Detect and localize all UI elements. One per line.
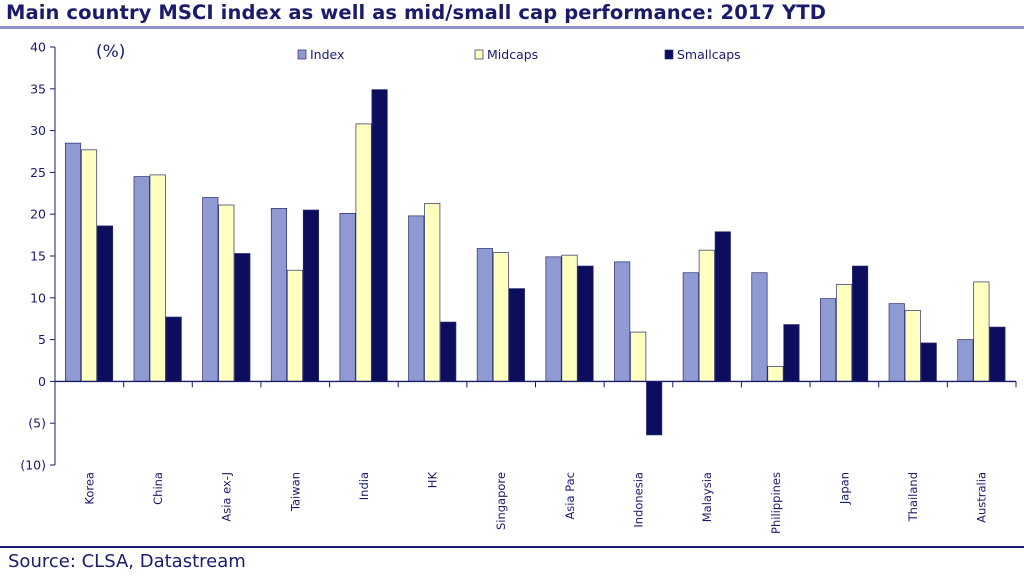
y-tick-label: 30 xyxy=(30,123,46,138)
unit-label: (%) xyxy=(96,42,125,62)
y-axis-ticks: (10) (5) 0 5 10 15 20 25 30 35 40 xyxy=(20,40,55,473)
bar-smallcaps-philippines xyxy=(783,324,800,382)
y-tick-label: 5 xyxy=(38,332,46,347)
bar-smallcaps-thailand xyxy=(920,342,937,382)
category-label: China xyxy=(151,472,165,505)
chart-title: Main country MSCI index as well as mid/s… xyxy=(6,1,826,24)
category-labels: Korea China Asia ex-J Taiwan India HK Singapor… xyxy=(82,472,988,534)
bar-index-indonesia xyxy=(614,261,631,382)
category-label: Philippines xyxy=(769,472,783,534)
source-note: Source: CLSA, Datastream xyxy=(8,551,246,572)
bar-index-thailand xyxy=(888,303,905,382)
category-label: HK xyxy=(426,472,440,489)
bar-index-australia xyxy=(957,339,974,382)
chart-canvas: Index Midcaps Smallcaps (%) (10) (5) 0 5 10 15 2… xyxy=(20,40,1017,534)
y-tick-label: 35 xyxy=(30,81,46,96)
title-rule xyxy=(0,26,1024,29)
bar-index-philippines xyxy=(751,272,768,382)
bar-index-india xyxy=(339,213,356,382)
bar-smallcaps-hk xyxy=(440,321,457,382)
axes xyxy=(54,47,1017,465)
bar-index-korea xyxy=(64,142,82,382)
bar-midcaps-asia-pac xyxy=(561,254,578,382)
bar-index-china xyxy=(133,176,150,382)
legend-swatch-midcaps xyxy=(474,49,484,60)
bars xyxy=(64,89,1006,436)
category-label: Taiwan xyxy=(288,472,302,512)
category-label: Malaysia xyxy=(700,472,714,522)
legend-label-midcaps: Midcaps xyxy=(487,47,538,62)
bar-index-hk xyxy=(408,215,425,382)
legend: Index Midcaps Smallcaps xyxy=(297,47,741,62)
bar-smallcaps-india xyxy=(371,89,388,382)
bar-midcaps-malaysia xyxy=(698,249,715,382)
bar-midcaps-hk xyxy=(424,202,441,382)
category-label: Singapore xyxy=(494,472,508,530)
bar-smallcaps-australia xyxy=(989,326,1006,382)
category-label: Asia ex-J xyxy=(220,472,234,522)
category-label: Japan xyxy=(837,472,851,505)
bar-smallcaps-asia-pac xyxy=(577,265,594,382)
bar-smallcaps-singapore xyxy=(508,288,525,382)
bar-midcaps-china xyxy=(149,174,166,382)
bar-index-asia-ex-j xyxy=(202,197,219,382)
legend-label-index: Index xyxy=(310,47,344,62)
bar-smallcaps-japan xyxy=(852,265,869,382)
bar-index-japan xyxy=(820,298,837,382)
bar-midcaps-australia xyxy=(973,281,990,382)
y-tick-label: 10 xyxy=(30,290,46,305)
y-tick-label: 40 xyxy=(30,40,46,55)
bar-smallcaps-china xyxy=(165,316,182,382)
category-label: Thailand xyxy=(906,472,920,522)
bar-index-asia-pac xyxy=(545,256,562,382)
bar-smallcaps-taiwan xyxy=(302,209,319,382)
bar-smallcaps-asia-ex-j xyxy=(234,253,251,382)
bar-midcaps-korea xyxy=(80,149,98,382)
footer-rule xyxy=(0,546,1024,548)
legend-label-smallcaps: Smallcaps xyxy=(677,47,741,62)
bar-midcaps-asia-ex-j xyxy=(218,204,235,382)
category-label: India xyxy=(357,472,371,500)
y-tick-label: 0 xyxy=(38,374,46,389)
legend-swatch-smallcaps xyxy=(664,49,674,60)
bar-midcaps-indonesia xyxy=(630,331,647,382)
category-label: Australia xyxy=(975,472,989,523)
bar-index-taiwan xyxy=(270,207,287,382)
bar-index-malaysia xyxy=(682,272,699,382)
y-tick-label: 20 xyxy=(30,207,46,222)
bar-midcaps-taiwan xyxy=(286,269,303,382)
bar-midcaps-japan xyxy=(836,284,853,382)
bar-midcaps-singapore xyxy=(492,252,509,382)
category-label: Indonesia xyxy=(631,472,645,528)
bar-midcaps-philippines xyxy=(767,366,784,382)
y-tick-label: (10) xyxy=(20,458,46,473)
y-tick-label: 15 xyxy=(30,249,46,264)
bar-smallcaps-indonesia xyxy=(646,381,663,436)
bar-smallcaps-malaysia xyxy=(714,231,731,382)
category-label: Asia Pac xyxy=(563,472,577,520)
category-label: Korea xyxy=(82,472,96,505)
bar-index-singapore xyxy=(476,248,493,382)
bar-midcaps-india xyxy=(355,123,372,382)
bar-smallcaps-korea xyxy=(96,225,114,382)
bar-midcaps-thailand xyxy=(904,309,921,382)
legend-swatch-index xyxy=(297,49,307,60)
y-tick-label: (5) xyxy=(28,416,46,431)
y-tick-label: 25 xyxy=(30,165,46,180)
